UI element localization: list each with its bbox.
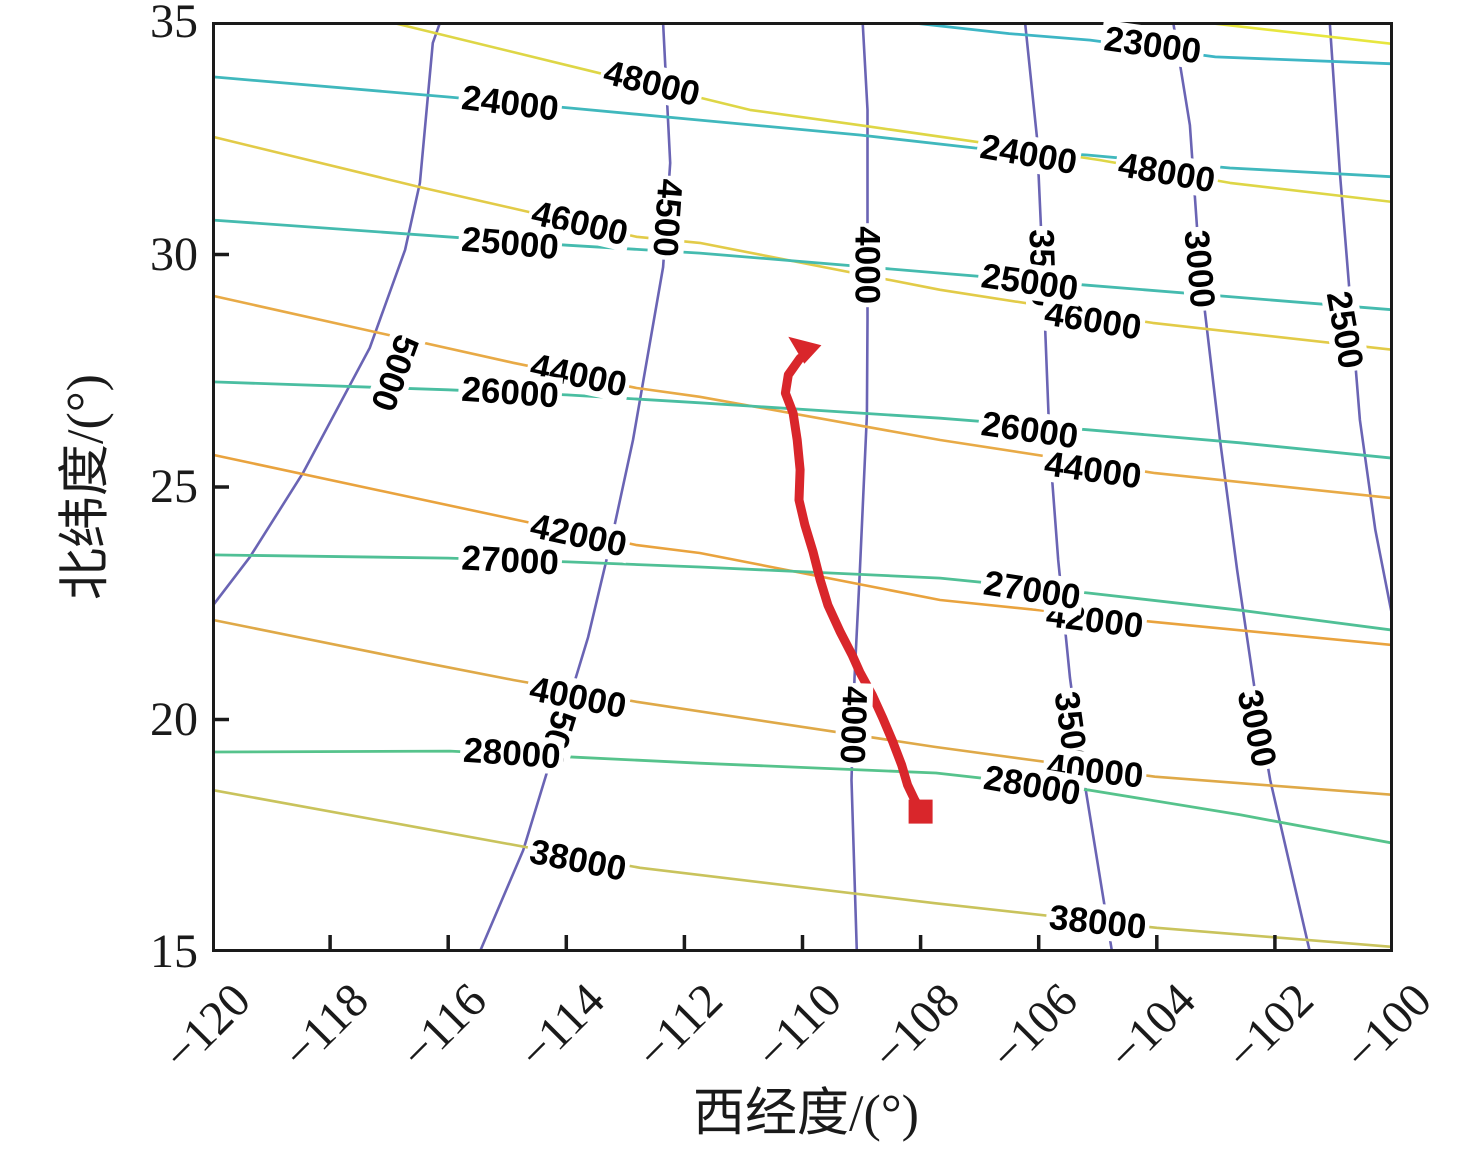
contour-line-4000 bbox=[850, 22, 869, 952]
svg-text:3000: 3000 bbox=[1230, 686, 1284, 770]
svg-text:4000: 4000 bbox=[848, 226, 887, 304]
contour-label-3000: 3000 bbox=[1230, 683, 1284, 774]
y-tick-label: 20 bbox=[150, 692, 198, 746]
svg-text:2500: 2500 bbox=[1319, 288, 1371, 371]
svg-text:25000: 25000 bbox=[979, 256, 1081, 308]
contour-label-3000: 3000 bbox=[1177, 225, 1223, 313]
svg-text:4500: 4500 bbox=[645, 178, 689, 258]
svg-text:38000: 38000 bbox=[527, 832, 630, 889]
contour-label-38000: 38000 bbox=[523, 832, 633, 889]
contour-label-27000: 27000 bbox=[457, 538, 563, 583]
contour-label-2500: 2500 bbox=[1319, 285, 1371, 375]
contour-line-44000 bbox=[212, 294, 1393, 500]
trajectory-start-square-marker bbox=[908, 799, 933, 824]
svg-text:25000: 25000 bbox=[460, 220, 560, 267]
contour-line-23000 bbox=[907, 22, 1393, 66]
contour-label-38000: 38000 bbox=[1044, 898, 1152, 947]
y-tick-label: 35 bbox=[150, 0, 198, 48]
svg-text:3000: 3000 bbox=[1177, 228, 1223, 309]
x-tick-label: −104 bbox=[1098, 973, 1206, 1081]
x-tick-label: −120 bbox=[153, 973, 261, 1081]
svg-text:28000: 28000 bbox=[462, 731, 562, 777]
contour-line-27000 bbox=[212, 553, 1393, 632]
x-tick-label: −102 bbox=[1216, 973, 1324, 1081]
x-axis-title: 西经度/(°) bbox=[693, 1085, 919, 1143]
contour-label-23000: 23000 bbox=[1098, 22, 1207, 71]
x-tick-label: −106 bbox=[979, 973, 1088, 1081]
x-tick-label: −118 bbox=[272, 973, 379, 1080]
contour-line-4500 bbox=[478, 22, 672, 952]
svg-text:4000: 4000 bbox=[833, 685, 875, 764]
contour-label-24000: 24000 bbox=[974, 127, 1083, 182]
contour-label-46000: 46000 bbox=[1039, 294, 1147, 347]
contour-label-4000: 4000 bbox=[848, 223, 887, 308]
y-axis-title: 北纬度/(°) bbox=[57, 374, 115, 600]
svg-text:48000: 48000 bbox=[600, 53, 704, 114]
svg-text:24000: 24000 bbox=[459, 78, 560, 129]
contour-label-25000: 25000 bbox=[976, 256, 1084, 308]
contour-label-4500: 4500 bbox=[645, 174, 690, 261]
contour-line-28000 bbox=[212, 749, 1393, 845]
x-tick-label: −116 bbox=[390, 973, 497, 1080]
contour-plot-svg: 5000450045004000400035003500300030002500… bbox=[212, 22, 1393, 952]
contour-line-40000 bbox=[212, 618, 1393, 797]
contour-line-5000 bbox=[212, 22, 442, 607]
trajectory-path bbox=[780, 353, 926, 815]
svg-text:26000: 26000 bbox=[460, 370, 560, 416]
y-tick-label: 30 bbox=[150, 227, 198, 281]
contour-label-26000: 26000 bbox=[457, 370, 564, 416]
svg-text:27000: 27000 bbox=[461, 538, 560, 582]
contour-label-28000: 28000 bbox=[459, 731, 565, 777]
contour-label-25000: 25000 bbox=[457, 220, 564, 267]
plot-area: 5000450045004000400035003500300030002500… bbox=[212, 22, 1393, 952]
svg-text:38000: 38000 bbox=[1047, 898, 1148, 947]
svg-text:24000: 24000 bbox=[977, 127, 1080, 182]
contour-line-25000 bbox=[212, 218, 1393, 312]
x-tick-label: −114 bbox=[508, 973, 616, 1080]
svg-text:23000: 23000 bbox=[1102, 22, 1204, 71]
y-tick-label: 25 bbox=[150, 460, 198, 513]
contour-label-24000: 24000 bbox=[456, 78, 564, 129]
svg-text:48000: 48000 bbox=[1115, 145, 1218, 200]
contour-line-unlabeled bbox=[1198, 22, 1393, 46]
contour-label-27000: 27000 bbox=[978, 563, 1087, 617]
contour-label-4000: 4000 bbox=[833, 682, 875, 768]
contour-label-48000: 48000 bbox=[1112, 145, 1221, 200]
svg-text:27000: 27000 bbox=[981, 563, 1083, 617]
x-tick-label: −100 bbox=[1334, 973, 1442, 1081]
y-tick-label: 15 bbox=[150, 925, 198, 978]
contour-line-42000 bbox=[212, 453, 1393, 647]
trajectory-end-arrow-marker bbox=[788, 336, 822, 364]
contour-label-48000: 48000 bbox=[597, 53, 707, 114]
contour-line-38000 bbox=[212, 788, 1393, 949]
